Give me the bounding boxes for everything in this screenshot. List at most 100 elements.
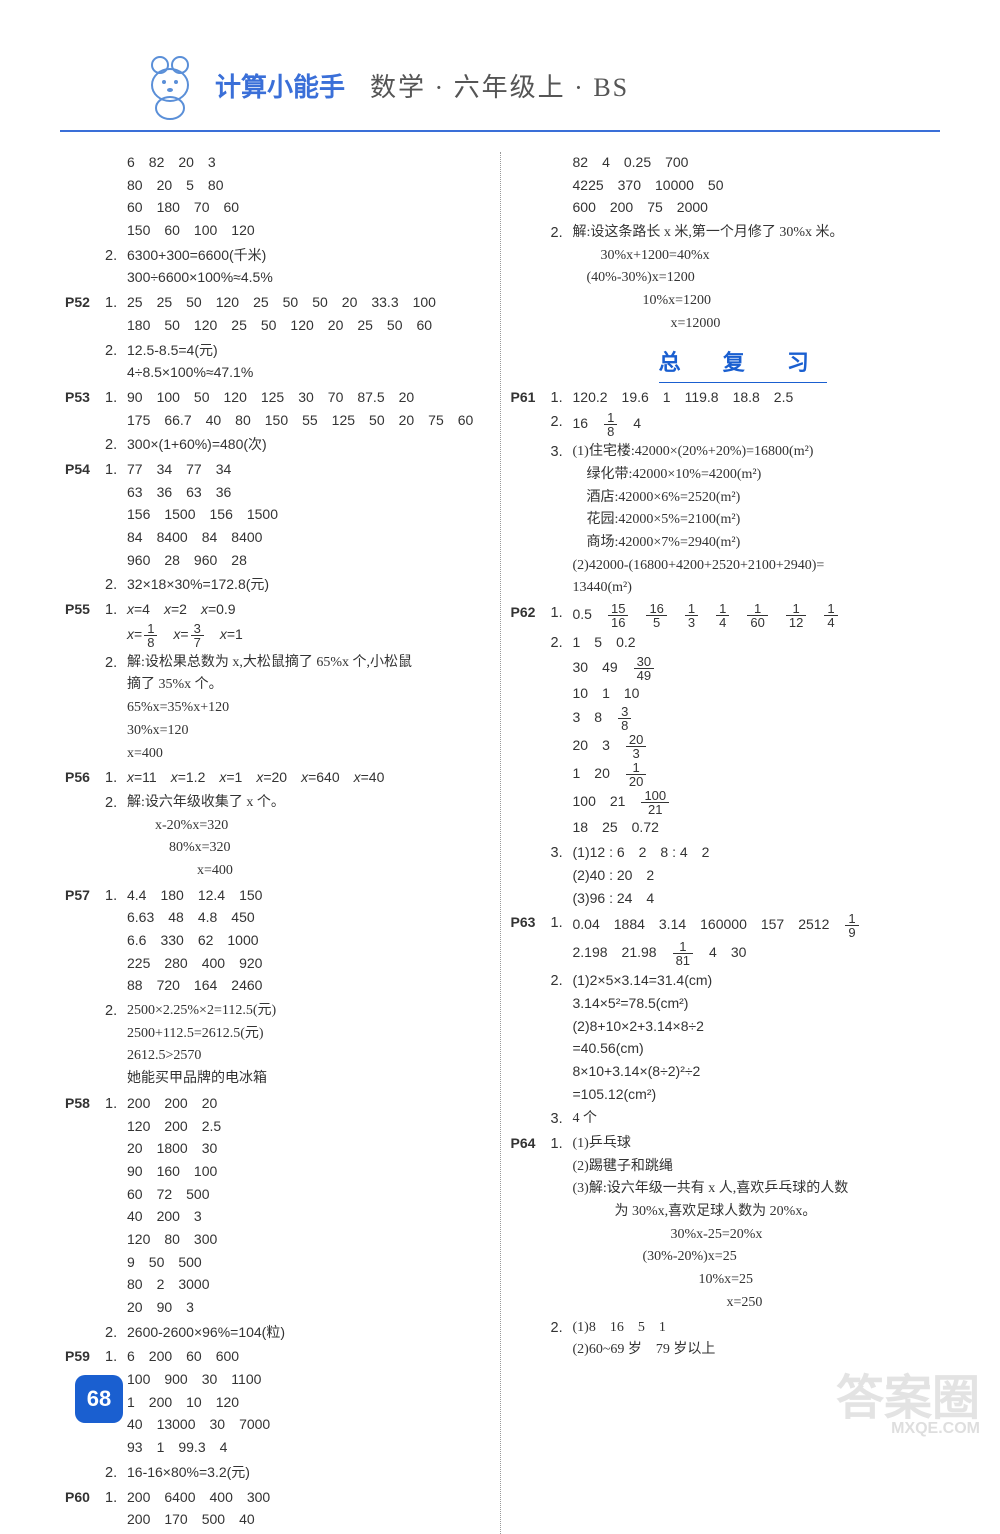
answer-lines: 16-16×80%=3.2(元) (127, 1462, 490, 1485)
answer-line: 18 25 0.72 (573, 817, 936, 839)
mascot-icon (140, 50, 200, 120)
page-ref (65, 1000, 105, 1091)
item-number: 2. (551, 632, 573, 840)
answer-entry: 2.2600-2600×96%=104(粒) (65, 1322, 490, 1345)
answer-line: 2600-2600×96%=104(粒) (127, 1322, 490, 1344)
page-ref: P58 (65, 1093, 105, 1320)
left-column: 6 82 20 380 20 5 8060 180 70 60150 60 10… (55, 152, 501, 1534)
page-ref: P61 (511, 387, 551, 410)
answer-entry: 2.(1)2×5×3.14=31.4(cm)3.14×5²=78.5(cm²)(… (511, 970, 936, 1106)
answer-entry: 2.12.5-8.5=4(元)4÷8.5×100%≈47.1% (65, 340, 490, 385)
page-header: 计算小能手 数学 · 六年级上 · BS (60, 0, 940, 132)
answer-line: 60 180 70 60 (127, 197, 490, 219)
item-number: 2. (105, 1462, 127, 1485)
answer-line: (30%-20%)x=25 (573, 1246, 936, 1268)
item-number: 2. (105, 340, 127, 385)
page-ref: P54 (65, 459, 105, 572)
answer-lines: 2600-2600×96%=104(粒) (127, 1322, 490, 1345)
right-column: 82 4 0.25 7004225 370 10000 50600 200 75… (501, 152, 946, 1534)
answer-lines: 300×(1+60%)=480(次) (127, 434, 490, 457)
page-ref (65, 1462, 105, 1485)
answer-line: x=11 x=1.2 x=1 x=20 x=640 x=40 (127, 767, 490, 789)
answer-line: 100 21 10021 (573, 789, 936, 816)
answer-line: 1 20 120 (573, 761, 936, 788)
answer-entry: 82 4 0.25 7004225 370 10000 50600 200 75… (511, 152, 936, 220)
answer-line: 80%x=320 (127, 837, 490, 859)
answer-line: 175 66.7 40 80 150 55 125 50 20 75 60 (127, 410, 490, 432)
answer-entry: 2.16 18 4 (511, 411, 936, 439)
answer-line: 200 200 20 (127, 1093, 490, 1115)
item-number (105, 152, 127, 243)
page-ref (511, 1108, 551, 1131)
answer-entry: 2.1 5 0.230 49 304910 1 103 8 3820 3 203… (511, 632, 936, 840)
answer-lines: (1)住宅楼:42000×(20%+20%)=16800(m²) 绿化带:420… (573, 441, 936, 600)
answer-line: 6 82 20 3 (127, 152, 490, 174)
answer-entry: 2.32×18×30%=172.8(元) (65, 574, 490, 597)
answer-line: 为 30%x,喜欢足球人数为 20%x。 (573, 1201, 936, 1223)
answer-line: 300×(1+60%)=480(次) (127, 434, 490, 456)
item-number: 2. (105, 652, 127, 765)
section-title: 总 复 习 (659, 346, 827, 383)
answer-line: x=250 (573, 1292, 936, 1314)
answer-line: 12.5-8.5=4(元) (127, 340, 490, 362)
item-number: 2. (105, 792, 127, 883)
answer-line: 60 72 500 (127, 1184, 490, 1206)
answer-lines: (1)乒乓球(2)踢毽子和跳绳(3)解:设六年级一共有 x 人,喜欢乒乓球的人数… (573, 1133, 936, 1315)
answer-line: 65%x=35%x+120 (127, 697, 490, 719)
page-ref (511, 632, 551, 840)
page-ref (65, 1322, 105, 1345)
page-ref (511, 222, 551, 335)
answer-line: 80 2 3000 (127, 1274, 490, 1296)
answer-line: x=400 (127, 860, 490, 882)
item-number: 1. (105, 459, 127, 572)
item-number: 1. (105, 1487, 127, 1532)
answer-entry: P521.25 25 50 120 25 50 50 20 33.3 10018… (65, 292, 490, 337)
item-number: 2. (105, 1322, 127, 1345)
answer-line: x=400 (127, 743, 490, 765)
answer-line: 商场:42000×7%=2940(m²) (573, 532, 936, 554)
item-number: 2. (551, 411, 573, 439)
item-number: 1. (551, 602, 573, 630)
answer-line: 90 160 100 (127, 1161, 490, 1183)
item-number: 3. (551, 441, 573, 600)
answer-entry: P601.200 6400 400 300200 170 500 40 (65, 1487, 490, 1532)
answer-entry: P551.x=4 x=2 x=0.9x=18 x=37 x=1 (65, 599, 490, 650)
answer-line: (1)12 : 6 2 8 : 4 2 (573, 842, 936, 864)
answer-lines: 6 200 60 600100 900 30 11001 200 10 1204… (127, 1346, 490, 1459)
item-number: 1. (551, 1133, 573, 1315)
item-number: 1. (551, 387, 573, 410)
answer-line: 120.2 19.6 1 119.8 18.8 2.5 (573, 387, 936, 409)
item-number: 2. (105, 245, 127, 290)
page-number: 68 (87, 1386, 111, 1412)
answer-line: 4225 370 10000 50 (573, 175, 936, 197)
answer-lines: 200 6400 400 300200 170 500 40 (127, 1487, 490, 1532)
answer-lines: 25 25 50 120 25 50 50 20 33.3 100180 50 … (127, 292, 490, 337)
answer-lines: 0.04 1884 3.14 160000 157 2512 192.198 2… (573, 912, 936, 968)
answer-entry: P571.4.4 180 12.4 1506.63 48 4.8 4506.6 … (65, 885, 490, 998)
answer-line: (1)住宅楼:42000×(20%+20%)=16800(m²) (573, 441, 936, 463)
answer-entry: 3.4 个 (511, 1108, 936, 1131)
answer-line: 300÷6600×100%≈4.5% (127, 267, 490, 289)
answer-line: (1)2×5×3.14=31.4(cm) (573, 970, 936, 992)
item-number: 3. (551, 842, 573, 910)
answer-entry: 6 82 20 380 20 5 8060 180 70 60150 60 10… (65, 152, 490, 243)
answer-line: 120 80 300 (127, 1229, 490, 1251)
page-ref (65, 792, 105, 883)
page-ref (65, 152, 105, 243)
answer-line: 0.04 1884 3.14 160000 157 2512 19 (573, 912, 936, 939)
page-ref (511, 152, 551, 220)
answer-line: (3)96 : 24 4 (573, 888, 936, 910)
answer-line: 酒店:42000×6%=2520(m²) (573, 487, 936, 509)
answer-line: 2500×2.25%×2=112.5(元) (127, 1000, 490, 1022)
answer-line: 1 5 0.2 (573, 632, 936, 654)
answer-line: 30 49 3049 (573, 655, 936, 682)
answer-entry: 2.16-16×80%=3.2(元) (65, 1462, 490, 1485)
page-ref: P56 (65, 767, 105, 790)
page-ref (511, 1317, 551, 1362)
answer-line: 156 1500 156 1500 (127, 504, 490, 526)
answer-line: 2612.5>2570 (127, 1045, 490, 1067)
answer-line: x=4 x=2 x=0.9 (127, 599, 490, 621)
answer-entry: P591.6 200 60 600100 900 30 11001 200 10… (65, 1346, 490, 1459)
answer-line: 4.4 180 12.4 150 (127, 885, 490, 907)
answer-lines: 6300+300=6600(千米)300÷6600×100%≈4.5% (127, 245, 490, 290)
